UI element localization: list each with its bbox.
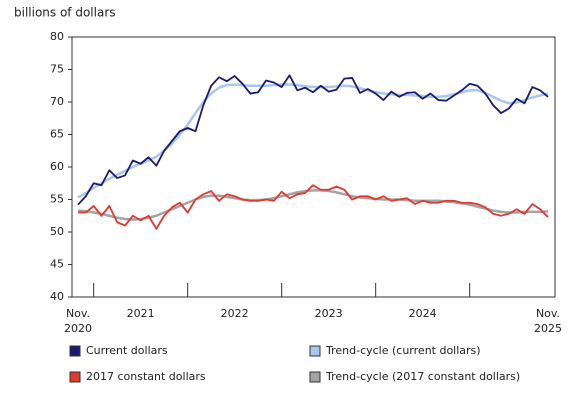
y-tick-label: 80 [50, 30, 64, 43]
y-tick-label: 55 [50, 193, 64, 206]
plot-frame [71, 36, 556, 298]
y-axis-label: billions of dollars [14, 6, 116, 20]
series-line [78, 184, 549, 230]
legend-swatch [309, 371, 321, 383]
series-line [77, 189, 549, 221]
legend-swatch [309, 345, 321, 357]
legend-label: 2017 constant dollars [86, 370, 206, 383]
legend-label: Current dollars [86, 344, 168, 357]
y-tick-label: 70 [50, 95, 64, 108]
x-tick-label: 2023 [314, 307, 343, 320]
series-line [77, 74, 549, 206]
x-tick-label: 2022 [220, 307, 249, 320]
x-tick-label: Nov. 2025 [534, 307, 562, 335]
y-tick-label: 45 [50, 258, 64, 271]
x-tick-label: 2021 [126, 307, 155, 320]
series-line [77, 83, 549, 199]
legend-swatch [69, 345, 81, 357]
x-tick-label: 2024 [408, 307, 437, 320]
legend-label: Trend-cycle (2017 constant dollars) [325, 370, 520, 383]
y-tick-label: 60 [50, 160, 64, 173]
legend-swatch [69, 371, 81, 383]
y-tick-label: 40 [50, 290, 64, 303]
legend-label: Trend-cycle (current dollars) [325, 344, 481, 357]
y-tick-label: 65 [50, 128, 64, 141]
y-tick-label: 50 [50, 225, 64, 238]
y-tick-label: 75 [50, 63, 64, 76]
x-tick-label: Nov. 2020 [64, 307, 92, 335]
